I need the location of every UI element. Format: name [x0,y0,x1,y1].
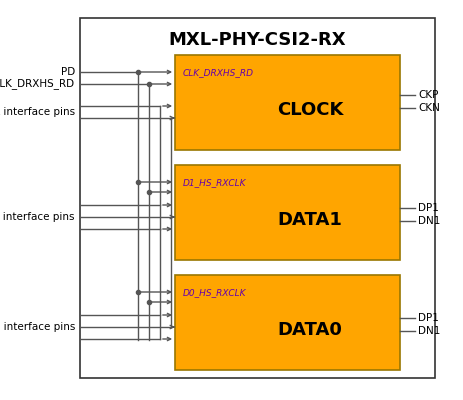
Bar [175,55,399,150]
Text: CLK_DRXHS_RD: CLK_DRXHS_RD [0,78,75,90]
Text: CKP: CKP [417,90,438,100]
Bar [175,275,399,370]
Bar [175,165,399,260]
Text: DN1: DN1 [417,216,439,226]
Text: DATA0: DATA0 [277,321,342,339]
Text: MXL-PHY-CSI2-RX: MXL-PHY-CSI2-RX [169,31,345,49]
Text: CKN: CKN [417,103,439,113]
Text: DATA1 interface pins: DATA1 interface pins [0,212,75,222]
Text: DP1: DP1 [417,203,438,213]
Text: DN1: DN1 [417,326,439,336]
Text: CLOCK: CLOCK [276,101,343,119]
Text: PD: PD [61,67,75,77]
Bar [80,18,434,378]
Text: CLK_DRXHS_RD: CLK_DRXHS_RD [182,68,253,78]
Text: D1_HS_RXCLK: D1_HS_RXCLK [182,178,246,188]
Text: CLOCK interface pins: CLOCK interface pins [0,107,75,117]
Text: DATA0 interface pins: DATA0 interface pins [0,322,75,332]
Text: D0_HS_RXCLK: D0_HS_RXCLK [182,288,246,298]
Text: DATA1: DATA1 [277,211,342,229]
Text: DP1: DP1 [417,313,438,323]
